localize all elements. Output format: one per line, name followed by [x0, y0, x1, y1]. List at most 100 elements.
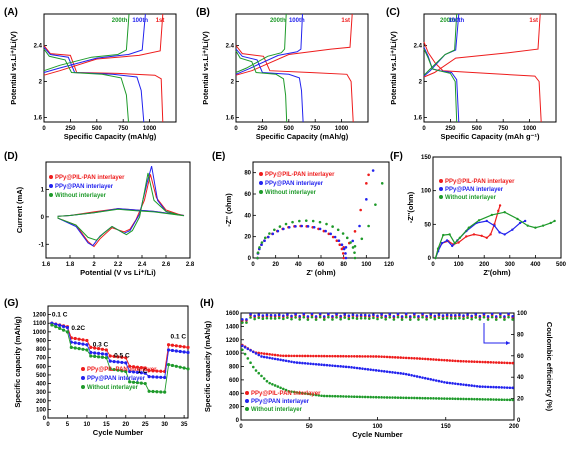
capacity-point: [372, 368, 375, 372]
capacity-point: [443, 397, 446, 400]
capacity-point: [271, 353, 274, 356]
rate-point: [58, 323, 62, 327]
ce-point: [417, 318, 420, 321]
eis-point: [472, 233, 476, 236]
capacity-point: [462, 383, 465, 386]
rate-annotation: 0.1 C: [171, 334, 187, 341]
capacity-point: [494, 361, 498, 364]
ce-point: [335, 312, 338, 316]
eis-point: [480, 234, 483, 237]
x-tick-label: 1000: [143, 126, 157, 132]
eis-point: [278, 225, 282, 228]
rate-point: [166, 362, 171, 367]
ce-point: [245, 321, 248, 324]
capacity-point: [508, 361, 512, 365]
ce-point: [441, 317, 445, 321]
capacity-point: [265, 352, 269, 356]
capacity-point: [451, 359, 454, 363]
x-tick-label: 200: [479, 262, 490, 268]
capacity-point: [363, 395, 367, 399]
ce-point: [343, 316, 347, 319]
capacity-point: [377, 369, 381, 372]
eis-point: [338, 243, 342, 247]
ce-point: [363, 313, 367, 317]
capacity-point: [396, 356, 400, 359]
chart-panel-c: 0 250 500 750 1000 1.6 2 2.4 Specific Capacity (…: [389, 13, 557, 141]
rate-point: [61, 324, 66, 329]
capacity-point: [473, 384, 476, 388]
capacity-point: [500, 361, 504, 365]
capacity-point: [454, 382, 457, 385]
chart-panel-h: 0 50 100 150 2000200400600800100012001400160…: [203, 311, 554, 439]
capacity-point: [454, 397, 457, 401]
ce-point: [454, 313, 457, 317]
legend-entry: PPy@PAN interlayer: [55, 184, 114, 190]
eis-point: [273, 228, 276, 232]
capacity-point: [473, 397, 476, 401]
charge-curve: [235, 13, 303, 75]
capacity-point: [309, 362, 312, 366]
capacity-point: [467, 397, 471, 401]
capacity-point: [347, 354, 351, 358]
x-tick-label: 750: [498, 126, 509, 132]
discharge-curve: [423, 48, 458, 123]
capacity-point: [339, 365, 342, 368]
capacity-point: [508, 386, 512, 390]
y-tick-label: 400: [36, 382, 47, 388]
capacity-point: [260, 351, 263, 355]
ce-point: [253, 314, 256, 318]
rate-point: [128, 364, 132, 368]
y-tick-label: 2.4: [414, 44, 423, 50]
rate-point: [81, 347, 85, 351]
panel-label-g: (G): [4, 298, 18, 309]
rate-point: [93, 351, 97, 355]
capacity-point: [372, 355, 375, 358]
rate-point: [170, 363, 175, 368]
ce-point: [503, 315, 506, 318]
ce-point: [474, 312, 478, 316]
capacity-point: [445, 397, 449, 400]
ce-point: [355, 317, 359, 320]
eis-point: [365, 198, 368, 201]
capacity-point: [456, 359, 460, 363]
eis-point: [287, 225, 291, 229]
charge-curve: [235, 13, 353, 76]
capacity-point: [391, 355, 394, 359]
eis-curve: [435, 211, 555, 259]
capacity-point: [404, 396, 408, 400]
capacity-point: [322, 363, 326, 367]
eis-point: [341, 252, 345, 255]
panel-label-a: (A): [4, 7, 18, 18]
rate-point: [61, 328, 66, 332]
ce-point: [277, 316, 281, 320]
ce-point: [376, 314, 379, 318]
capacity-point: [350, 366, 353, 369]
rate-point: [163, 375, 167, 380]
ce-point: [437, 316, 441, 320]
ce-point: [494, 318, 498, 321]
capacity-point: [399, 356, 403, 359]
eis-point: [516, 217, 519, 221]
rate-point: [182, 345, 186, 349]
legend-marker: [259, 172, 263, 176]
legend-marker: [81, 376, 85, 380]
capacity-point: [503, 361, 506, 365]
ce-point: [494, 315, 498, 318]
ce-point: [261, 317, 265, 321]
x-axis-label: Specific Capacity (mAh/g): [256, 132, 349, 141]
y-tick-label: 100: [36, 407, 47, 413]
eis-point: [448, 233, 451, 236]
rate-point: [135, 381, 140, 385]
capacity-point: [339, 354, 342, 358]
eis-point: [263, 236, 267, 240]
x-tick-label: 400: [530, 262, 541, 268]
eis-point: [436, 247, 440, 250]
capacity-point: [284, 359, 288, 363]
ce-point: [429, 316, 433, 319]
rate-point: [124, 361, 128, 365]
eis-point: [526, 224, 529, 227]
ce-point: [482, 315, 486, 319]
ce-point: [265, 313, 269, 317]
rate-point: [104, 348, 108, 352]
capacity-point: [369, 395, 372, 399]
